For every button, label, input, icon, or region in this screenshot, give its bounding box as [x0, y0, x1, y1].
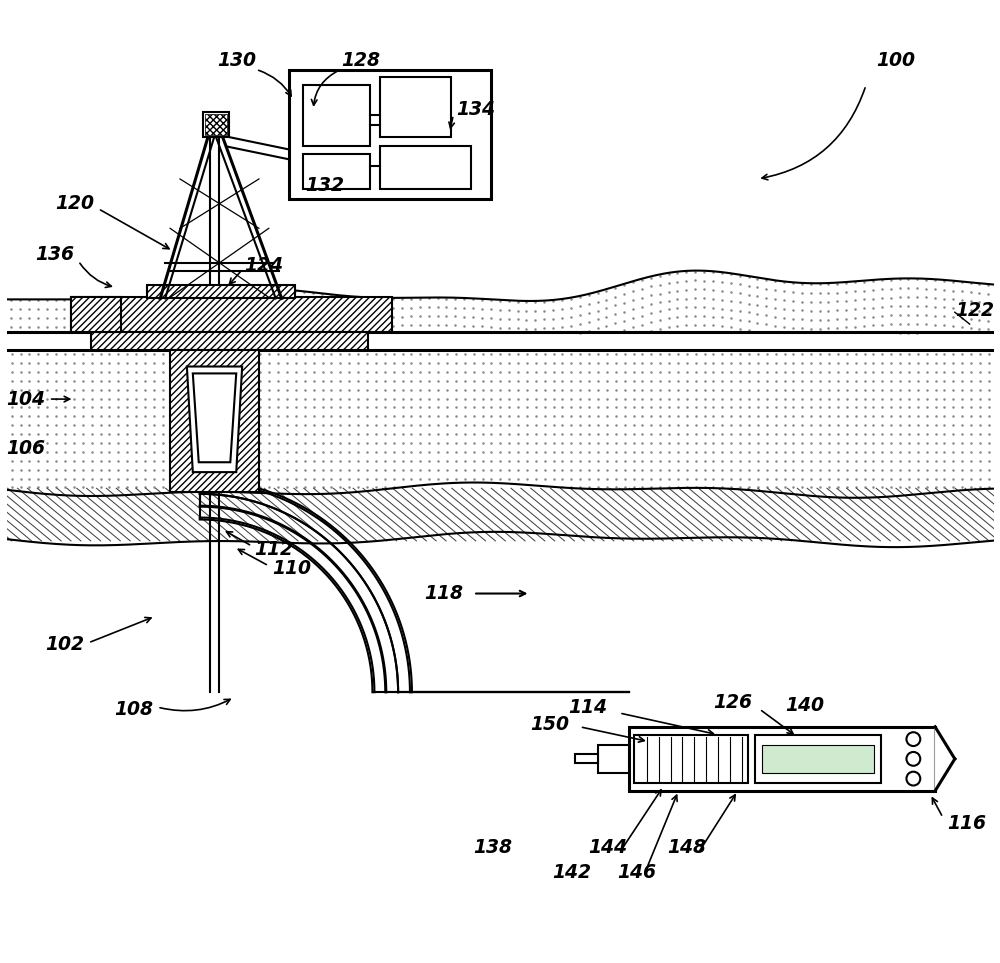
Text: 108: 108	[114, 699, 153, 718]
Bar	[303, 154, 370, 189]
Text: 134: 134	[456, 100, 495, 119]
Bar	[303, 85, 370, 146]
Text: 128: 128	[341, 51, 380, 70]
Bar	[598, 744, 629, 773]
Bar	[762, 744, 874, 773]
Text: 150: 150	[531, 716, 570, 735]
Bar	[629, 727, 935, 791]
Polygon shape	[7, 271, 994, 332]
Bar	[170, 350, 259, 492]
Text: 118: 118	[424, 584, 463, 603]
Circle shape	[906, 771, 920, 786]
Bar	[634, 735, 748, 783]
Circle shape	[906, 732, 920, 746]
Bar	[71, 298, 121, 332]
Polygon shape	[7, 482, 994, 547]
Text: 136: 136	[35, 246, 74, 265]
Text: 132: 132	[306, 176, 345, 195]
Bar	[289, 70, 491, 198]
Text: 114: 114	[568, 697, 607, 716]
Text: 110: 110	[272, 560, 311, 579]
Text: 112: 112	[254, 539, 293, 559]
Text: 116: 116	[947, 814, 986, 833]
Text: 140: 140	[785, 695, 824, 715]
Text: 138: 138	[473, 838, 512, 857]
Polygon shape	[935, 727, 955, 791]
Bar	[380, 77, 451, 137]
Bar	[71, 298, 392, 332]
Text: 122: 122	[955, 300, 994, 320]
Bar	[147, 285, 295, 299]
Circle shape	[906, 752, 920, 766]
Bar	[205, 114, 227, 135]
Text: 100: 100	[876, 51, 915, 70]
Text: 130: 130	[217, 51, 256, 70]
Text: 148: 148	[667, 838, 706, 857]
Text: 124: 124	[244, 256, 283, 275]
Polygon shape	[193, 374, 236, 462]
Bar	[380, 146, 471, 189]
Text: 144: 144	[588, 838, 627, 857]
Text: 120: 120	[55, 195, 94, 213]
Bar	[755, 735, 881, 783]
Bar	[575, 754, 598, 764]
Text: 142: 142	[552, 864, 591, 882]
Text: 146: 146	[617, 864, 656, 882]
Polygon shape	[187, 367, 242, 472]
Bar	[91, 332, 368, 350]
Text: 106: 106	[6, 439, 45, 458]
Text: 126: 126	[713, 692, 752, 712]
Text: 104: 104	[6, 390, 45, 408]
Text: 102: 102	[45, 636, 84, 654]
Bar	[203, 112, 229, 137]
